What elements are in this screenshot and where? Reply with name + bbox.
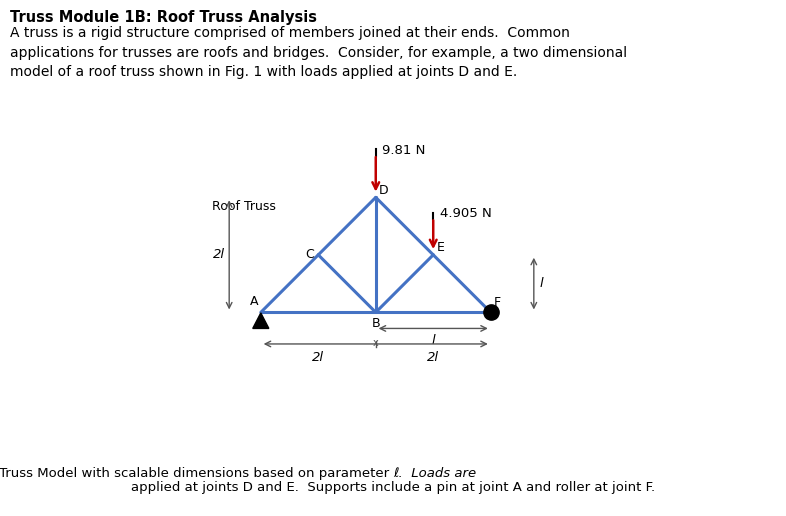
- Text: B: B: [372, 317, 380, 330]
- Text: 4.905 N: 4.905 N: [440, 207, 492, 220]
- Polygon shape: [253, 313, 269, 329]
- Text: A: A: [249, 295, 258, 308]
- Text: l: l: [432, 334, 435, 347]
- Text: x: x: [373, 338, 379, 348]
- Text: D: D: [379, 184, 389, 198]
- Text: F: F: [494, 297, 501, 310]
- Text: 2l: 2l: [428, 351, 439, 364]
- Text: E: E: [437, 241, 445, 254]
- Text: applied at joints D and E.  Supports include a pin at joint A and roller at join: applied at joints D and E. Supports incl…: [131, 481, 655, 494]
- Text: 2l: 2l: [312, 351, 325, 364]
- Text: 9.81 N: 9.81 N: [381, 144, 425, 157]
- Text: 2l: 2l: [212, 248, 225, 262]
- Text: C: C: [305, 248, 314, 262]
- Text: Roof Truss: Roof Truss: [212, 200, 276, 213]
- Text: Figure 1:  Roof Truss Model with scalable dimensions based on parameter: Figure 1: Roof Truss Model with scalable…: [0, 467, 393, 480]
- Text: Truss Module 1B: Roof Truss Analysis: Truss Module 1B: Roof Truss Analysis: [10, 10, 317, 25]
- Text: ℓ.  Loads are: ℓ. Loads are: [393, 467, 476, 480]
- Text: l: l: [539, 277, 543, 290]
- Text: A truss is a rigid structure comprised of members joined at their ends.  Common
: A truss is a rigid structure comprised o…: [10, 26, 627, 79]
